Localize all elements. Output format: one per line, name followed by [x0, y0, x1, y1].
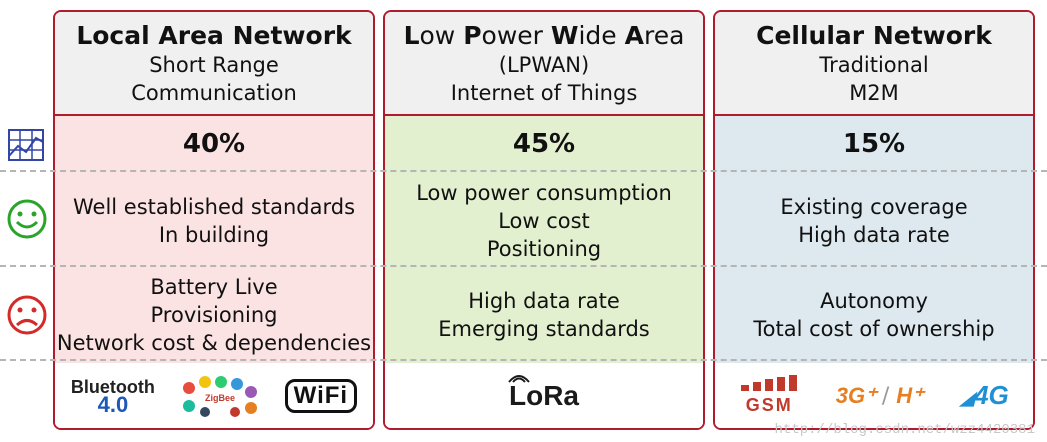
con-item: Total cost of ownership	[753, 317, 995, 341]
column-title: Local Area Network	[76, 21, 352, 50]
watermark-text: http://blog.csdn.net/wzz4420381	[774, 422, 1035, 438]
svg-text:ZigBee: ZigBee	[205, 393, 235, 403]
cons-cell: High data rate Emerging standards	[385, 269, 703, 361]
percent-cell: 15%	[715, 116, 1033, 172]
cons-cell: Battery Live Provisioning Network cost &…	[55, 269, 373, 361]
column-lan: Local Area Network Short Range Communica…	[53, 10, 375, 430]
column-cellular: Cellular Network Traditional M2M 15% Exi…	[713, 10, 1035, 430]
cons-cell: Autonomy Total cost of ownership	[715, 269, 1033, 361]
3g-hplus-logo: 3G⁺ / H⁺	[835, 382, 924, 409]
4g-logo: ◢4G	[960, 380, 1009, 410]
column-subtitle: Communication	[131, 81, 297, 105]
column-subtitle: (LPWAN)	[498, 53, 590, 77]
pro-item: Well established standards	[72, 194, 356, 219]
pro-item: Positioning	[486, 236, 602, 261]
column-header: Low Power Wide Area (LPWAN) Internet of …	[385, 12, 703, 116]
pro-item: Existing coverage	[780, 194, 968, 219]
lora-signal-icon	[508, 374, 530, 383]
market-share-percent: 15%	[842, 129, 906, 159]
pro-item: Low cost	[498, 208, 590, 233]
column-subtitle: Traditional	[819, 53, 929, 77]
technology-logos: Bluetooth 4.0 ZigBee WiFi	[55, 363, 373, 428]
bluetooth-logo: Bluetooth 4.0	[70, 376, 155, 417]
market-share-percent: 45%	[512, 129, 576, 159]
technology-logos: LoRa	[385, 363, 703, 428]
sad-face-icon	[7, 295, 47, 335]
wifi-logo: WiFi	[284, 378, 358, 413]
pro-item: Low power consumption	[416, 180, 672, 205]
pros-cell: Existing coverage High data rate	[715, 174, 1033, 267]
pro-item: High data rate	[798, 222, 950, 247]
con-item: High data rate	[468, 289, 620, 313]
column-title: Low Power Wide Area	[403, 21, 685, 50]
market-share-percent: 40%	[182, 129, 246, 159]
con-item: Provisioning	[150, 303, 278, 327]
pros-cell: Well established standards In building	[55, 174, 373, 267]
column-header: Local Area Network Short Range Communica…	[55, 12, 373, 116]
happy-face-icon	[7, 199, 47, 239]
column-body: 15% Existing coverage High data rate Aut…	[715, 116, 1033, 428]
technology-logos: GSM 3G⁺ / H⁺ ◢4G	[715, 363, 1033, 428]
column-title: Cellular Network	[756, 21, 992, 50]
column-lpwan: Low Power Wide Area (LPWAN) Internet of …	[383, 10, 705, 430]
con-item: Battery Live	[150, 275, 278, 299]
column-body: 45% Low power consumption Low cost Posit…	[385, 116, 703, 428]
row-divider	[0, 170, 1047, 172]
pros-cell: Low power consumption Low cost Positioni…	[385, 174, 703, 267]
chart-icon	[8, 129, 44, 161]
gsm-bars-icon	[741, 375, 798, 391]
pro-item: In building	[158, 222, 270, 247]
column-header: Cellular Network Traditional M2M	[715, 12, 1033, 116]
con-item: Emerging standards	[438, 317, 650, 341]
percent-cell: 45%	[385, 116, 703, 172]
percent-cell: 40%	[55, 116, 373, 172]
row-divider	[0, 265, 1047, 267]
con-item: Network cost & dependencies	[56, 331, 372, 355]
con-item: Autonomy	[820, 289, 928, 313]
column-body: 40% Well established standards In buildi…	[55, 116, 373, 428]
lora-logo: LoRa	[508, 374, 579, 412]
column-subtitle: M2M	[849, 81, 899, 105]
column-subtitle: Short Range	[149, 53, 279, 77]
column-subtitle: Internet of Things	[450, 81, 638, 105]
zigbee-logo: ZigBee	[182, 375, 257, 417]
row-divider	[0, 359, 1047, 361]
gsm-logo: GSM	[739, 375, 799, 416]
